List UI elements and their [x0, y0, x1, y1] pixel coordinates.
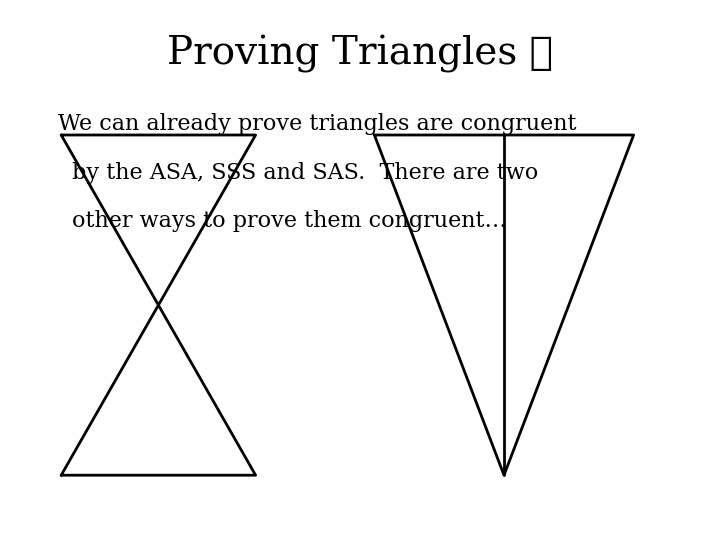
- Text: by the ASA, SSS and SAS.  There are two: by the ASA, SSS and SAS. There are two: [72, 162, 539, 184]
- Text: We can already prove triangles are congruent: We can already prove triangles are congr…: [58, 113, 576, 135]
- Text: Proving Triangles ≅: Proving Triangles ≅: [167, 35, 553, 73]
- Text: other ways to prove them congruent…: other ways to prove them congruent…: [72, 211, 507, 232]
